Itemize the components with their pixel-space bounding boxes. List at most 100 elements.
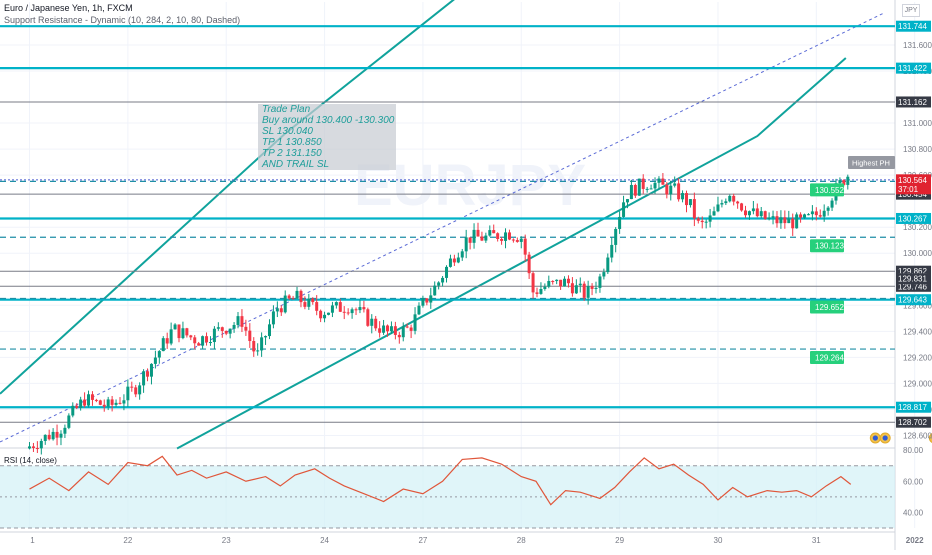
candle-body: [292, 298, 295, 299]
candle-body: [768, 218, 771, 219]
candle-body: [414, 314, 417, 331]
candle-body: [756, 208, 759, 216]
candle-body: [469, 237, 472, 242]
trade-plan-line: Buy around 130.400 -130.300: [258, 115, 396, 126]
candle-body: [559, 280, 562, 287]
candle-body: [193, 337, 196, 343]
candle-body: [838, 180, 841, 183]
candle-body: [539, 289, 542, 294]
candle-body: [178, 325, 181, 339]
time-tick-label: 28: [517, 536, 526, 545]
candle-body: [536, 292, 539, 294]
candle-body: [626, 199, 629, 202]
candle-body: [720, 203, 723, 204]
candle-body: [606, 258, 609, 273]
candle-body: [508, 232, 511, 239]
price-tick-label: 130.200: [903, 223, 932, 232]
level-axis-label: 131.744: [898, 22, 927, 31]
candle-body: [398, 335, 401, 337]
candle-body: [669, 186, 672, 195]
candle-body: [595, 288, 598, 289]
candle-body: [406, 326, 409, 327]
candle-body: [697, 218, 700, 220]
candle-body: [335, 302, 338, 305]
candle-body: [209, 342, 212, 343]
candle-body: [59, 434, 62, 438]
candle-body: [579, 284, 582, 286]
candle-body: [118, 403, 121, 404]
candle-body: [370, 319, 373, 326]
candle-body: [272, 311, 275, 324]
candle-body: [221, 327, 224, 331]
candle-body: [107, 399, 110, 406]
currency-badge[interactable]: JPY: [902, 4, 920, 17]
candle-body: [598, 276, 601, 287]
candle-body: [492, 230, 495, 233]
candle-body: [362, 307, 365, 309]
last-price-value: 130.564: [898, 176, 927, 185]
candle-body: [260, 337, 263, 350]
candle-body: [44, 435, 47, 441]
candle-body: [56, 432, 59, 438]
candle-body: [512, 240, 515, 241]
candle-body: [142, 371, 145, 385]
highest-ph-label: Highest PH: [852, 159, 890, 168]
candle-body: [417, 306, 420, 315]
candle-body: [811, 211, 814, 214]
candle-body: [740, 203, 743, 210]
time-tick-label: 27: [418, 536, 427, 545]
candle-body: [95, 400, 98, 401]
candle-body: [229, 329, 232, 334]
candle-body: [831, 201, 834, 208]
candle-body: [429, 295, 432, 302]
price-tick-label: 131.000: [903, 119, 932, 128]
support-price-label: 130.552: [815, 186, 844, 195]
candle-body: [158, 351, 161, 357]
trade-plan-line: SL 130.040: [258, 126, 396, 137]
candle-body: [819, 215, 822, 216]
candle-body: [638, 179, 641, 196]
trade-plan-note[interactable]: Trade Plan Buy around 130.400 -130.300 S…: [258, 104, 396, 170]
candle-body: [374, 319, 377, 329]
candle-body: [543, 287, 546, 289]
candle-body: [48, 435, 51, 439]
candle-body: [366, 309, 369, 326]
candle-body: [775, 216, 778, 223]
candle-body: [787, 219, 790, 224]
candle-body: [36, 448, 39, 449]
symbol-title: Euro / Japanese Yen, 1h, FXCM: [4, 3, 133, 13]
candle-body: [311, 299, 314, 303]
candle-body: [437, 282, 440, 285]
price-tick-label: 131.600: [903, 41, 932, 50]
level-axis-label: 130.267: [898, 214, 927, 223]
candle-body: [386, 326, 389, 332]
candle-body: [815, 211, 818, 215]
candle-body: [795, 214, 798, 228]
candle-body: [240, 316, 243, 327]
candle-body: [567, 279, 570, 283]
candle-body: [736, 202, 739, 204]
candle-body: [618, 217, 621, 229]
level-axis-label: 131.162: [898, 98, 927, 107]
candle-body: [571, 283, 574, 293]
candle-body: [807, 214, 810, 215]
candle-body: [827, 208, 830, 211]
candle-body: [52, 432, 55, 439]
candle-body: [244, 327, 247, 331]
candle-body: [256, 350, 259, 351]
candle-body: [823, 211, 826, 217]
candle-body: [713, 211, 716, 215]
price-tick-label: 130.000: [903, 249, 932, 258]
candle-body: [654, 183, 657, 189]
candle-body: [343, 312, 346, 313]
candle-body: [524, 239, 527, 255]
level-axis-label: 129.643: [898, 296, 927, 305]
candle-body: [583, 284, 586, 298]
candle-body: [382, 326, 385, 333]
candle-body: [67, 416, 70, 428]
candle-body: [689, 199, 692, 205]
candle-body: [504, 232, 507, 240]
candle-body: [170, 329, 173, 343]
candle-body: [772, 216, 775, 217]
